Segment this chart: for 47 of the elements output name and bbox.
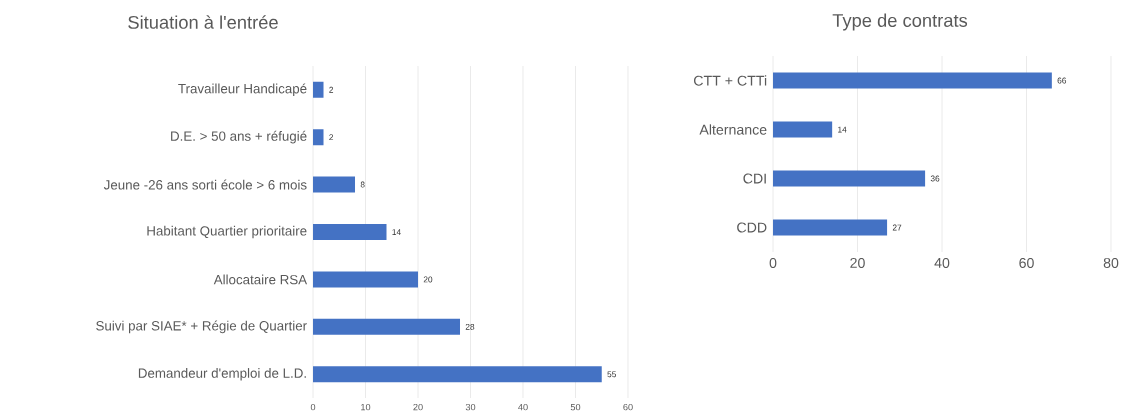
bar: [313, 129, 324, 146]
x-tick-label: 20: [413, 403, 423, 411]
bar: [773, 219, 888, 236]
y-tick-label: CTT + CTTi: [694, 75, 767, 86]
bar: [773, 72, 1052, 89]
x-tick-label: 60: [623, 403, 633, 411]
x-tick-label: 50: [570, 403, 581, 411]
y-tick-label: CDD: [737, 222, 767, 233]
data-label: 66: [1057, 77, 1067, 84]
x-tick-label: 30: [465, 403, 476, 411]
y-tick-label: Jeune -26 ans sorti école > 6 mois: [103, 179, 307, 190]
bar: [313, 271, 419, 288]
data-label: 27: [892, 224, 902, 231]
y-tick-label: Allocataire RSA: [213, 274, 308, 285]
x-tick-label: 0: [310, 403, 316, 411]
bar: [313, 318, 460, 335]
chart-title: Situation à l'entrée: [128, 15, 278, 29]
x-tick-label: 20: [850, 257, 865, 268]
y-tick-label: Habitant Quartier prioritaire: [147, 225, 307, 239]
data-label: 2: [329, 134, 334, 141]
y-tick-label: D.E. > 50 ans + réfugié: [171, 130, 307, 144]
y-tick-label: Demandeur d'emploi de L.D.: [138, 368, 306, 381]
x-tick-label: 60: [1019, 257, 1034, 268]
bar: [313, 224, 387, 241]
chart-title: Type de contrats: [832, 13, 968, 31]
bar: [313, 366, 602, 383]
x-tick-label: 0: [769, 257, 777, 268]
y-tick-label: Alternance: [699, 124, 767, 135]
bar: [313, 81, 324, 98]
data-label: 28: [465, 323, 475, 330]
bar: [773, 121, 833, 138]
data-label: 55: [607, 371, 616, 378]
data-label: 8: [360, 181, 365, 188]
x-tick-label: 10: [361, 403, 371, 411]
x-tick-label: 80: [1103, 257, 1119, 268]
bar: [313, 176, 356, 193]
x-tick-label: 40: [934, 257, 950, 268]
y-tick-label: CDI: [743, 173, 766, 184]
y-tick-label: Travailleur Handicapé: [178, 83, 307, 97]
data-label: 36: [930, 175, 940, 182]
data-label: 20: [423, 276, 433, 283]
data-label: 2: [329, 86, 334, 93]
data-label: 14: [838, 126, 847, 133]
x-tick-label: 40: [518, 403, 528, 411]
bar: [773, 170, 926, 187]
y-tick-label: Suivi par SIAE* + Régie de Quartier: [96, 320, 307, 334]
data-label: 14: [392, 229, 401, 235]
